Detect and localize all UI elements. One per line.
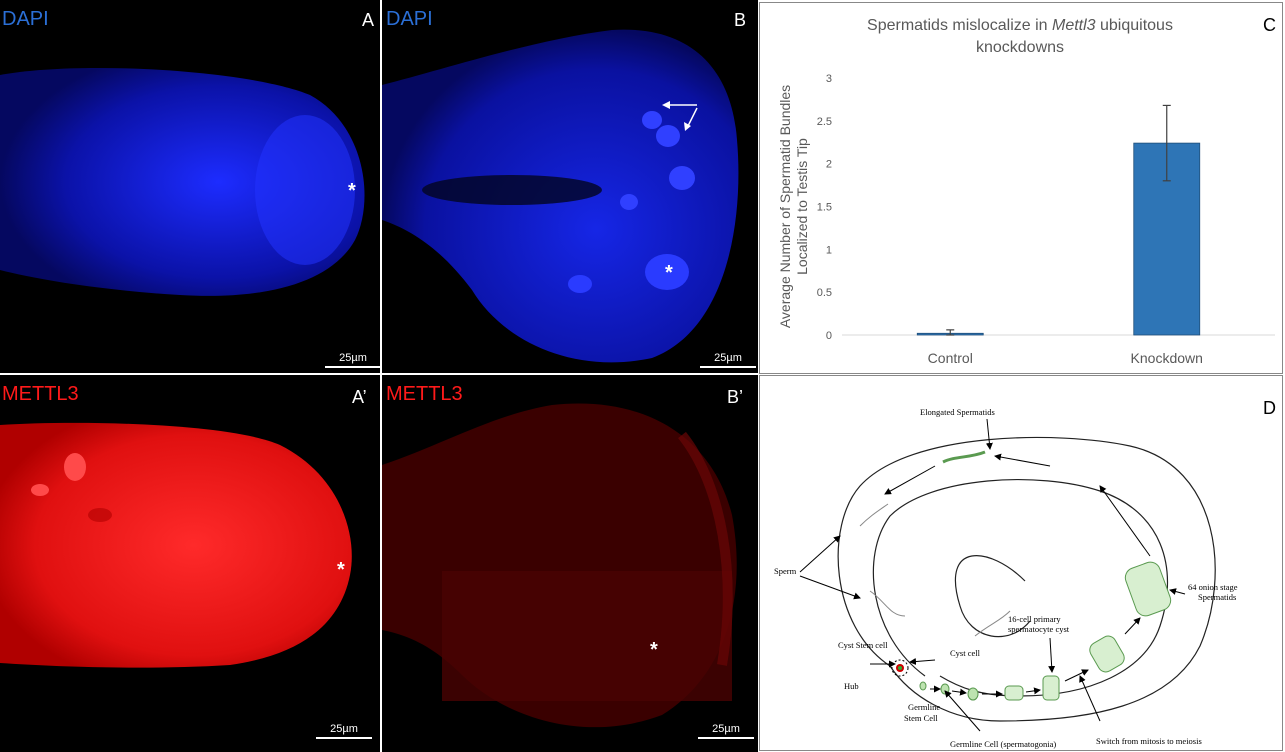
label-onion-stage: 64 onion stage: [1188, 582, 1238, 592]
chart-title-part: ubiquitous: [1095, 17, 1173, 34]
chart-title-gene: Mettl3: [1051, 17, 1096, 34]
y-tick-label: 1: [826, 244, 832, 256]
label-hub: Hub: [844, 681, 859, 691]
bar-chart-svg: 0 0.5 1 1.5 2 2.5 3 Average Number of Spermatid…: [777, 73, 1275, 366]
label-spermatocyte-cyst: spermatocyte cyst: [1008, 624, 1070, 634]
panel-b-prime-mettl3-image: METTL3 B’ * 25µm: [382, 375, 758, 752]
scale-bar: 25µm: [316, 723, 372, 739]
panel-b-letter: B: [734, 10, 747, 30]
y-tick-label: 2: [826, 159, 832, 171]
panel-b-prime-letter: B’: [727, 387, 744, 407]
scale-line: [325, 366, 380, 368]
hub-asterisk: *: [665, 262, 673, 284]
label-elongated-spermatids: Elongated Spermatids: [920, 407, 995, 417]
panel-c-letter: C: [1263, 15, 1276, 35]
x-tick-label: Knockdown: [1131, 350, 1203, 366]
y-tick-label: 3: [826, 73, 832, 85]
label-onion-spermatids: Spermatids: [1198, 592, 1237, 602]
panel-d-letter: D: [1263, 398, 1276, 418]
scale-line: [698, 737, 754, 739]
y-axis-label: Average Number of Spermatid Bundles: [777, 85, 793, 328]
chart-title-part: Spermatids mislocalize in: [867, 17, 1052, 34]
chart-title-part: knockdowns: [975, 39, 1065, 56]
y-tick-label: 2.5: [817, 116, 832, 128]
panel-a-prime-letter: A’: [352, 387, 367, 407]
dapi-label: DAPI: [386, 8, 433, 30]
hub-asterisk: *: [348, 180, 356, 202]
scale-label: 25µm: [330, 723, 358, 735]
panel-d-diagram: D: [759, 375, 1283, 751]
scale-line: [316, 737, 372, 739]
panel-a-prime-mettl3-image: METTL3 A’ * 25µm: [0, 375, 380, 752]
panel-c-chart: Spermatids mislocalize in Mettl3 ubiquit…: [759, 2, 1283, 374]
panel-a-letter: A: [362, 10, 375, 30]
mettl3-testis-image: [0, 422, 352, 668]
x-tick-label: Control: [928, 350, 973, 366]
scale-bar: 25µm: [700, 352, 756, 368]
y-tick-label: 0: [826, 330, 832, 342]
scale-label: 25µm: [339, 352, 367, 364]
label-cyst-stem-cell: Cyst Stem cell: [838, 640, 888, 650]
panel-a-dapi-image: DAPI A * 25µm: [0, 0, 380, 373]
mettl3-testis-image: [382, 403, 737, 728]
scale-bar: 25µm: [325, 352, 380, 368]
dapi-label: DAPI: [2, 8, 49, 30]
dapi-testis-image: [382, 29, 739, 363]
chart-title: Spermatids mislocalize in Mettl3 ubiquit…: [820, 15, 1220, 59]
dapi-testis-image: [0, 67, 365, 296]
label-sperm: Sperm: [774, 566, 797, 576]
spermatogenesis-diagram: [799, 418, 1216, 732]
scale-label: 25µm: [712, 723, 740, 735]
label-stem-cell: Stem Cell: [904, 713, 938, 723]
label-spermatogonia: Germline Cell (spermatogonia): [950, 739, 1057, 749]
y-tick-label: 0.5: [817, 287, 832, 299]
hub-asterisk: *: [337, 559, 345, 581]
label-cyst-cell: Cyst cell: [950, 648, 980, 658]
scale-line: [700, 366, 756, 368]
scale-label: 25µm: [714, 352, 742, 364]
mettl3-label: METTL3: [386, 383, 463, 405]
y-tick-label: 1.5: [817, 202, 832, 214]
mettl3-label: METTL3: [2, 383, 79, 405]
label-16-cell: 16-cell primary: [1008, 614, 1061, 624]
label-switch-meiosis: Switch from mitosis to meiosis: [1096, 736, 1202, 746]
label-germline: Germline: [908, 702, 941, 712]
scale-bar: 25µm: [698, 723, 754, 739]
panel-b-dapi-image: DAPI B * 25µm: [382, 0, 758, 373]
y-axis-label: Localized to Testis Tip: [794, 138, 810, 275]
hub-asterisk: *: [650, 639, 658, 661]
